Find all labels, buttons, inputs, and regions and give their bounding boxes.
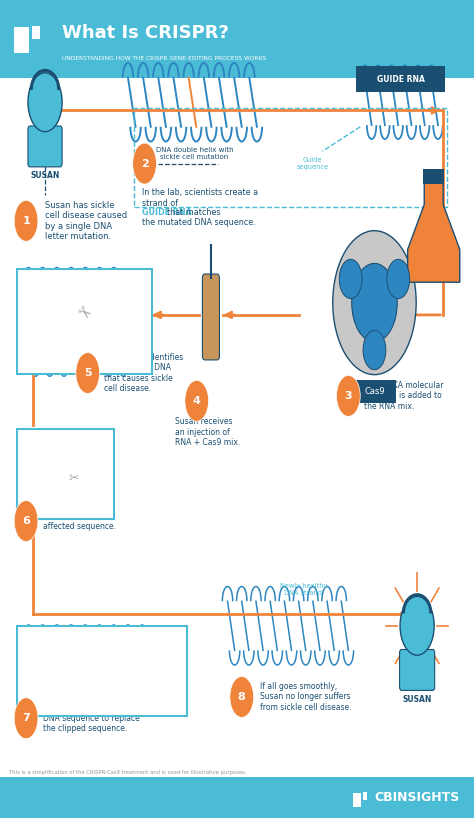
- Text: Guide
sequence: Guide sequence: [297, 157, 329, 170]
- Text: Susan receives
an injection of
RNA + Cas9 mix.: Susan receives an injection of RNA + Cas…: [175, 417, 241, 447]
- Circle shape: [333, 231, 416, 375]
- Text: CBINSIGHTS: CBINSIGHTS: [374, 791, 460, 804]
- FancyBboxPatch shape: [17, 429, 114, 519]
- Bar: [14, 27, 29, 53]
- Text: If all goes smoothly,
Susan no longer suffers
from sickle cell disease.: If all goes smoothly, Susan no longer su…: [260, 682, 351, 712]
- FancyBboxPatch shape: [353, 380, 396, 403]
- Circle shape: [230, 676, 254, 717]
- Polygon shape: [408, 180, 460, 282]
- Text: Cas9: Cas9: [364, 387, 385, 397]
- Text: 8: 8: [238, 692, 246, 702]
- FancyBboxPatch shape: [28, 126, 62, 167]
- FancyBboxPatch shape: [17, 626, 187, 716]
- FancyBboxPatch shape: [202, 274, 219, 360]
- Circle shape: [337, 375, 360, 416]
- Text: 1: 1: [22, 216, 30, 226]
- Bar: [353, 793, 361, 807]
- Text: that matches
the mutated DNA sequence.: that matches the mutated DNA sequence.: [142, 208, 256, 227]
- Circle shape: [76, 353, 100, 393]
- Text: Cas9 cuts out the
affected sequence.: Cas9 cuts out the affected sequence.: [43, 511, 116, 531]
- Circle shape: [185, 380, 209, 421]
- Circle shape: [28, 73, 62, 132]
- Text: SUSAN: SUSAN: [30, 171, 60, 181]
- Text: 3: 3: [345, 391, 352, 401]
- Text: SUSAN: SUSAN: [402, 694, 432, 704]
- Text: DNA double helix with
sickle cell mutation: DNA double helix with sickle cell mutati…: [155, 147, 233, 160]
- Text: GUIDE RNA: GUIDE RNA: [142, 208, 192, 217]
- FancyBboxPatch shape: [17, 269, 152, 374]
- Text: In the lab, scientists create a
strand of: In the lab, scientists create a strand o…: [142, 188, 258, 208]
- Text: Susan has sickle
cell disease caused
by a single DNA
letter mutation.: Susan has sickle cell disease caused by …: [45, 200, 127, 241]
- Text: 4: 4: [193, 396, 201, 406]
- Text: Cas9, AKA molecular
scissors, is added to
the RNA mix.: Cas9, AKA molecular scissors, is added t…: [364, 381, 444, 411]
- Text: This is a simplification of the CRISPR-Cas9 treatment and is used for illustrati: This is a simplification of the CRISPR-C…: [9, 770, 247, 775]
- Circle shape: [133, 143, 156, 184]
- Text: ✂: ✂: [68, 472, 79, 485]
- FancyBboxPatch shape: [0, 0, 474, 78]
- Circle shape: [387, 259, 410, 299]
- Bar: [423, 169, 444, 184]
- Circle shape: [400, 596, 434, 655]
- Circle shape: [352, 263, 397, 342]
- Text: 5: 5: [84, 368, 91, 378]
- Circle shape: [339, 259, 362, 299]
- Text: UNDERSTANDING HOW THE CRISPR GENE-EDITING PROCESS WORKS: UNDERSTANDING HOW THE CRISPR GENE-EDITIN…: [62, 56, 266, 61]
- Circle shape: [363, 330, 386, 370]
- Text: 6: 6: [22, 516, 30, 526]
- Bar: [363, 792, 367, 800]
- Text: Guide RNA identifies
the mutated DNA
that causes sickle
cell disease.: Guide RNA identifies the mutated DNA tha…: [104, 353, 183, 393]
- FancyBboxPatch shape: [356, 66, 445, 92]
- Text: ✂: ✂: [72, 301, 94, 324]
- FancyBboxPatch shape: [400, 649, 435, 690]
- Circle shape: [14, 501, 38, 542]
- Circle shape: [14, 698, 38, 739]
- Text: Newly healthy
DNA strand: Newly healthy DNA strand: [280, 582, 327, 596]
- Text: What Is CRISPR?: What Is CRISPR?: [62, 24, 228, 42]
- Bar: [32, 26, 40, 39]
- Text: GUIDE RNA: GUIDE RNA: [376, 74, 425, 84]
- Text: Scientists insert a healthy
DNA sequence to replace
the clipped sequence.: Scientists insert a healthy DNA sequence…: [43, 703, 143, 733]
- Text: 2: 2: [141, 159, 148, 169]
- Text: 7: 7: [22, 713, 30, 723]
- Circle shape: [14, 200, 38, 241]
- FancyBboxPatch shape: [0, 777, 474, 818]
